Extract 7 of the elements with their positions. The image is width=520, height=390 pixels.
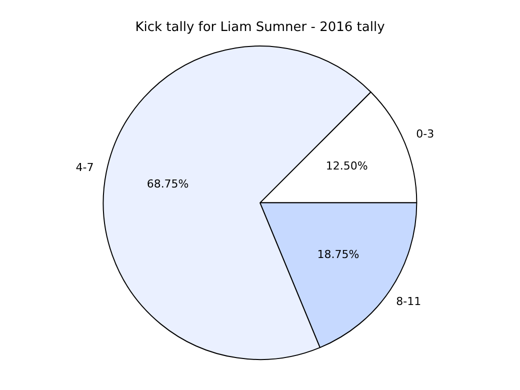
chart-title: Kick tally for Liam Sumner - 2016 tally <box>135 20 386 36</box>
slice-label: 0-3 <box>416 127 434 140</box>
data-label: 18.75% <box>317 248 360 261</box>
data-label: 68.75% <box>146 177 189 190</box>
slice-label: 8-11 <box>396 294 422 308</box>
data-label: 12.50% <box>326 160 368 173</box>
slice-label: 4-7 <box>76 160 94 174</box>
